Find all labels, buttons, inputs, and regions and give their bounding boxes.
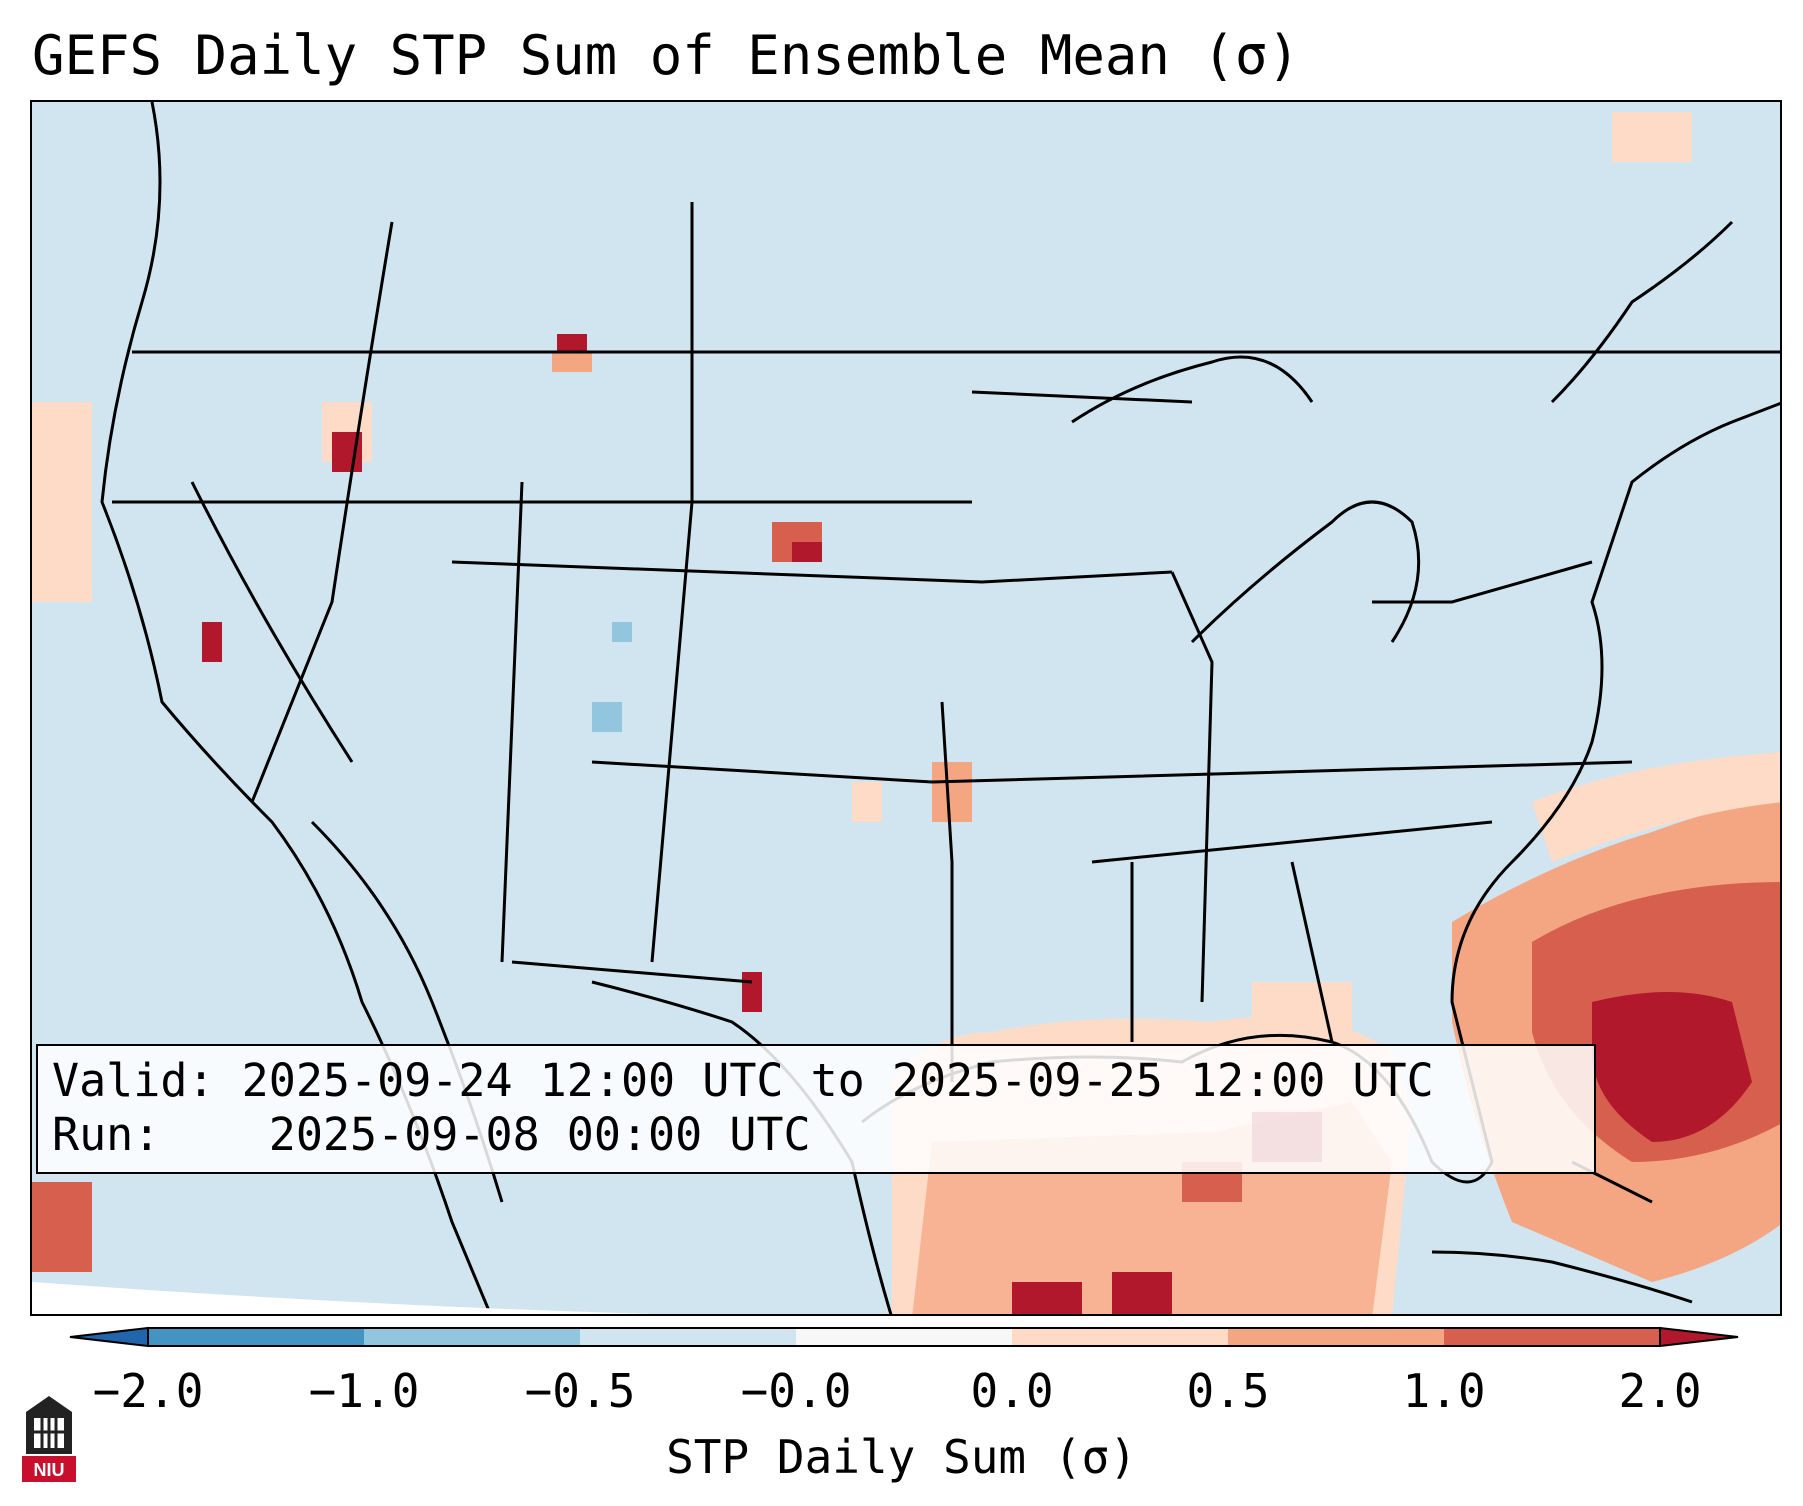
colorbar-tick-label: 1.0	[1402, 1364, 1486, 1418]
colorbar-tick-label: −0.5	[524, 1364, 636, 1418]
colorbar-tick-label: 0.5	[1186, 1364, 1270, 1418]
valid-row: Valid: 2025-09-24 12:00 UTC to 2025-09-2…	[52, 1054, 1580, 1108]
colorbar-tick-label: 0.0	[970, 1364, 1054, 1418]
colorbar-segment	[580, 1328, 797, 1346]
chart-title: GEFS Daily STP Sum of Ensemble Mean (σ)	[32, 24, 1300, 87]
valid-label: Valid:	[52, 1054, 215, 1107]
valid-run-info-box: Valid: 2025-09-24 12:00 UTC to 2025-09-2…	[36, 1044, 1596, 1174]
off-projection-area	[32, 1282, 655, 1314]
colorbar-extend-low	[69, 1326, 149, 1348]
colorbar-label: STP Daily Sum (σ)	[666, 1430, 1137, 1484]
colorbar-tick-label: −1.0	[308, 1364, 420, 1418]
colorbar-segment	[364, 1328, 581, 1346]
colorbar-frame	[147, 1327, 1661, 1347]
logo-text: NIU	[34, 1460, 65, 1480]
colorbar-segment	[1228, 1328, 1445, 1346]
colorbar-tick-label: 2.0	[1618, 1364, 1702, 1418]
colorbar-extend-high	[1659, 1326, 1739, 1348]
run-label: Run:	[52, 1108, 161, 1161]
anomaly-field-atlantic	[1452, 752, 1780, 1282]
colorbar-segment	[1444, 1328, 1661, 1346]
colorbar-tick-label: −0.0	[740, 1364, 852, 1418]
niu-logo-icon: NIU	[22, 1396, 76, 1482]
colorbar-segment	[1012, 1328, 1229, 1346]
run-row: Run: 2025-09-08 00:00 UTC	[52, 1108, 1580, 1162]
anomaly-patches	[32, 112, 1692, 1272]
colorbar	[69, 1326, 1739, 1348]
colorbar-segment	[148, 1328, 365, 1346]
colorbar-segments	[69, 1326, 1739, 1348]
colorbar-tick-label: −2.0	[92, 1364, 204, 1418]
valid-value: 2025-09-24 12:00 UTC to 2025-09-25 12:00…	[241, 1054, 1434, 1107]
run-value: 2025-09-08 00:00 UTC	[268, 1108, 811, 1161]
colorbar-segment	[796, 1328, 1013, 1346]
